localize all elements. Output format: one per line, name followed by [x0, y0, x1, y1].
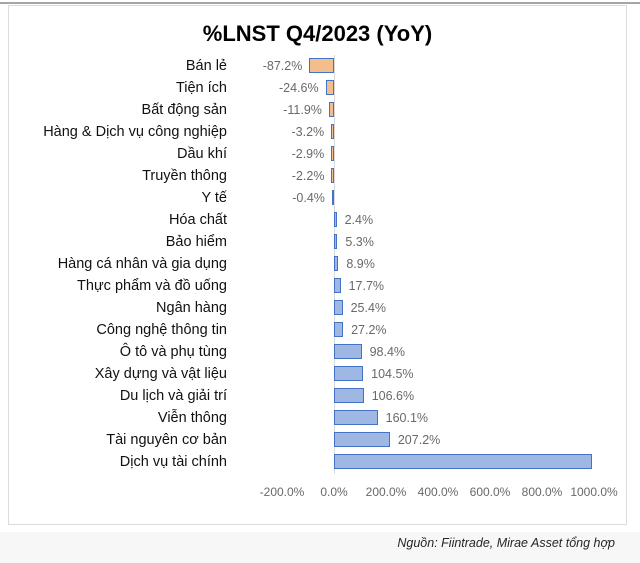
data-label: 106.6%: [371, 389, 415, 403]
bar-chart: %LNST Q4/2023 (YoY) Bán lẻ -87.2% Tiện ích…: [8, 5, 627, 525]
category-label: Tài nguyên cơ bản: [106, 432, 227, 448]
bar: [334, 234, 338, 249]
category-label: Bảo hiểm: [165, 234, 227, 250]
bar: [334, 256, 339, 271]
bar: [334, 432, 390, 447]
chart-row: Ô tô và phụ tùng 98.4%: [9, 341, 626, 363]
bar: [334, 212, 337, 227]
data-label: 27.2%: [351, 323, 387, 337]
data-label: -2.2%: [291, 169, 325, 183]
data-label: 25.4%: [350, 301, 387, 315]
chart-row: Bảo hiểm 5.3%: [9, 231, 626, 253]
category-label: Thực phẩm và đồ uống: [77, 278, 227, 294]
x-axis-tick-label: 800.0%: [521, 485, 563, 499]
chart-row: Viễn thông 160.1%: [9, 407, 626, 429]
bar: [331, 124, 334, 139]
chart-row: Ngân hàng 25.4%: [9, 297, 626, 319]
x-axis-tick-label: 600.0%: [469, 485, 511, 499]
chart-row: Hàng cá nhân và gia dụng 8.9%: [9, 253, 626, 275]
chart-title: %LNST Q4/2023 (YoY): [202, 21, 433, 46]
category-label: Bất động sản: [141, 102, 227, 118]
chart-row: Tài nguyên cơ bản 207.2%: [9, 429, 626, 451]
chart-row: Bán lẻ -87.2%: [9, 55, 626, 77]
category-label: Dầu khí: [177, 146, 227, 162]
data-label: -3.2%: [291, 125, 325, 139]
chart-row: Công nghệ thông tin 27.2%: [9, 319, 626, 341]
category-label: Y tế: [201, 190, 227, 206]
category-label: Ô tô và phụ tùng: [119, 344, 227, 360]
plot-area: Bán lẻ -87.2% Tiện ích -24.6% Bất động sản -1…: [9, 55, 626, 474]
data-label: -24.6%: [279, 81, 319, 95]
category-label: Xây dựng và vật liệu: [94, 366, 227, 382]
chart-row: Hàng & Dịch vụ công nghiệp -3.2%: [9, 121, 626, 143]
category-label: Du lịch và giải trí: [119, 388, 227, 404]
category-label: Bán lẻ: [185, 58, 227, 74]
chart-row: Dịch vụ tài chính: [9, 451, 626, 473]
chart-row: Tiện ích -24.6%: [9, 77, 626, 99]
bar: [328, 102, 334, 117]
category-label: Hóa chất: [168, 212, 227, 228]
x-axis-tick-label: 0.0%: [320, 485, 348, 499]
bar: [331, 168, 334, 183]
data-label: 104.5%: [371, 367, 414, 381]
bar: [325, 80, 334, 95]
bar: [334, 278, 341, 293]
data-label: 8.9%: [346, 257, 375, 271]
x-axis-tick-label: 1000.0%: [570, 485, 618, 499]
category-label: Dịch vụ tài chính: [119, 454, 227, 470]
chart-row: Hóa chất 2.4%: [9, 209, 626, 231]
x-axis-tick-label: 400.0%: [417, 485, 459, 499]
data-label: 5.3%: [345, 235, 374, 249]
data-label: -0.4%: [292, 191, 325, 205]
chart-row: Xây dựng và vật liệu 104.5%: [9, 363, 626, 385]
chart-row: Bất động sản -11.9%: [9, 99, 626, 121]
data-label: -87.2%: [262, 59, 303, 73]
source-note: Nguồn: Fiintrade, Mirae Asset tổng hợp: [397, 536, 615, 550]
chart-row: Thực phẩm và đồ uống 17.7%: [9, 275, 626, 297]
data-label: -2.9%: [291, 147, 325, 161]
bar: [334, 322, 344, 337]
bar: [334, 388, 364, 403]
category-label: Hàng cá nhân và gia dụng: [57, 256, 227, 272]
data-label: 17.7%: [348, 279, 385, 293]
category-label: Hàng & Dịch vụ công nghiệp: [43, 124, 227, 140]
bar: [334, 454, 593, 469]
category-label: Công nghệ thông tin: [96, 322, 227, 338]
data-label: -11.9%: [283, 103, 322, 117]
chart-row: Du lịch và giải trí 106.6%: [9, 385, 626, 407]
bar: [331, 146, 334, 161]
category-label: Viễn thông: [157, 410, 227, 426]
bar: [309, 58, 334, 73]
x-axis-tick-label: 200.0%: [365, 485, 407, 499]
x-axis-tick-label: -200.0%: [259, 485, 305, 499]
chart-row: Truyền thông -2.2%: [9, 165, 626, 187]
data-label: 160.1%: [385, 411, 429, 425]
category-label: Truyền thông: [142, 168, 227, 184]
bar: [334, 366, 364, 381]
chart-row: Dầu khí -2.9%: [9, 143, 626, 165]
bar: [334, 300, 343, 315]
data-label: 207.2%: [397, 433, 441, 447]
footer-strip: [0, 532, 640, 563]
category-label: Tiện ích: [175, 80, 227, 96]
data-label: 2.4%: [344, 213, 374, 227]
bar: [334, 410, 378, 425]
bar: [331, 190, 335, 205]
bar: [334, 344, 362, 359]
category-label: Ngân hàng: [156, 300, 227, 316]
data-label: 98.4%: [369, 345, 406, 359]
top-border-line: [0, 2, 640, 4]
chart-row: Y tế -0.4%: [9, 187, 626, 209]
